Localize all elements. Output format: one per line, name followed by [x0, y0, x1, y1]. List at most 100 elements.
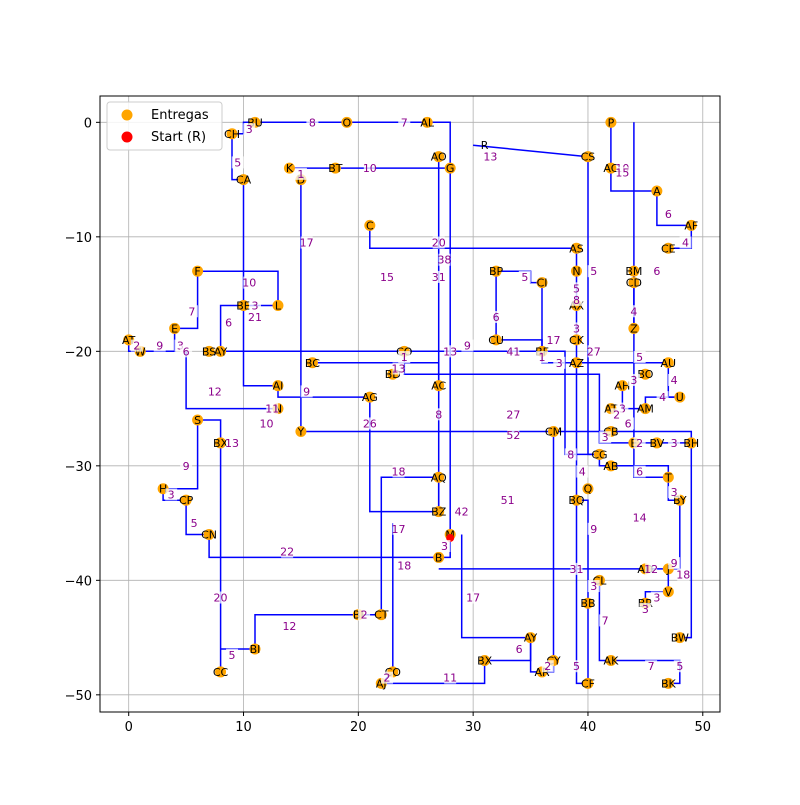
edge-label-group: 5 [188, 517, 201, 530]
edge-label-group: 18 [676, 568, 690, 582]
delivery-point [605, 116, 617, 128]
edge-label-group: 3 [165, 488, 178, 501]
legend-label-entregas: Entregas [151, 108, 209, 123]
edge-label: 1 [539, 351, 546, 364]
edge-label-bg [300, 385, 313, 398]
edge-label-group: 6 [622, 417, 635, 430]
edge-label-group: 5 [226, 648, 239, 662]
delivery-point [490, 334, 502, 346]
delivery-label: AF [684, 219, 698, 232]
edge-label-group: 18 [397, 559, 411, 572]
edge-label-group: 7 [599, 614, 612, 627]
edge-label: 5 [521, 271, 528, 284]
edge-label-group: 3 [249, 299, 261, 313]
y-tick-label: −40 [65, 574, 92, 589]
edge-label: 12 [208, 385, 222, 398]
edge-label: 13 [483, 151, 497, 164]
edge-label-bg [662, 207, 675, 220]
edge-label-group: 20 [432, 236, 446, 250]
edge-label-group: 5 [633, 351, 646, 364]
edge-label-group: 10 [363, 162, 377, 175]
edge-label-bg [260, 417, 273, 430]
edge-label-group: 6 [633, 465, 646, 479]
edge-label-bg [484, 150, 497, 163]
delivery-point [662, 357, 674, 369]
edge-label: 10 [259, 417, 273, 430]
edge-label-group: 6 [513, 643, 526, 656]
edge-label-bg [188, 517, 201, 530]
edge-label: 4 [682, 237, 689, 250]
edge-label-bg [650, 591, 663, 604]
delivery-label: BW [671, 632, 689, 645]
edge-label-bg [358, 608, 371, 621]
edge-label-group: 3 [599, 431, 612, 444]
edge-label: 9 [464, 340, 471, 353]
delivery-point [364, 219, 376, 231]
edge-label: 3 [573, 322, 580, 335]
edge-label: 13 [225, 437, 239, 450]
edge-label-bg [180, 459, 193, 472]
delivery-point [651, 185, 663, 197]
delivery-point [180, 494, 192, 506]
edge-label-bg [444, 671, 457, 684]
edge-label-group: 3 [668, 486, 681, 499]
edge-label-bg [622, 417, 635, 430]
edge-label: 27 [587, 345, 601, 358]
edge-label-bg [392, 522, 405, 535]
edge-label-group: 3 [639, 602, 652, 616]
delivery-label: F [194, 265, 200, 278]
edge-label-bg [587, 265, 600, 278]
edge-label-bg [455, 505, 468, 518]
edge-label: 11 [443, 672, 457, 685]
edge-label-bg [570, 282, 583, 295]
edge-label-bg [553, 356, 566, 369]
edge-label-group: 17 [392, 522, 406, 536]
edge-label: 17 [392, 523, 406, 536]
legend: Entregas Start (R) [106, 101, 223, 151]
edge-label: 14 [633, 511, 647, 524]
delivery-point [329, 162, 341, 174]
edge-label-bg [507, 345, 520, 358]
edge-label: 3 [671, 437, 678, 450]
edge-label-bg [668, 486, 681, 499]
edge-label: 13 [392, 363, 406, 376]
edge-label: 8 [309, 116, 316, 129]
edge-label-bg [645, 562, 658, 575]
delivery-point [433, 506, 445, 518]
delivery-label: O [343, 116, 352, 129]
legend-label-start: Start (R) [151, 130, 206, 145]
edge-label-bg [633, 436, 646, 449]
edge-label-bg [467, 591, 480, 604]
delivery-label: CG [591, 448, 607, 461]
edge-label: 2 [636, 437, 643, 450]
delivery-label: BX [213, 437, 229, 450]
delivery-point [685, 437, 697, 449]
edge-label-group: 12 [644, 562, 658, 576]
delivery-point [215, 437, 227, 449]
edge-label: 18 [392, 466, 406, 479]
edge-label-bg [507, 428, 520, 441]
edge-label-group: 22 [280, 545, 294, 559]
edge-label-group: 3 [587, 580, 600, 593]
delivery-label: AI [273, 380, 284, 393]
delivery-label: CN [201, 529, 217, 542]
delivery-label: CU [488, 334, 504, 347]
edge-label-bg [214, 591, 227, 604]
edge-label: 27 [506, 408, 520, 421]
delivery-label: BK [661, 677, 677, 690]
edge-label: 15 [380, 271, 394, 284]
delivery-label: AJ [376, 677, 387, 690]
edge-label-bg [249, 310, 261, 323]
edge-label-bg [432, 408, 445, 421]
edge-label-group: 8 [432, 408, 445, 421]
delivery-point [215, 666, 227, 678]
delivery-point [433, 380, 445, 392]
delivery-label: AB [603, 460, 618, 473]
edge-label: 38 [437, 254, 451, 267]
edge-label-group: 2 [541, 660, 554, 673]
edge-label-group: 10 [259, 417, 273, 430]
delivery-point [272, 380, 284, 392]
delivery-label: D [297, 174, 305, 187]
edge-label-bg [294, 167, 307, 180]
